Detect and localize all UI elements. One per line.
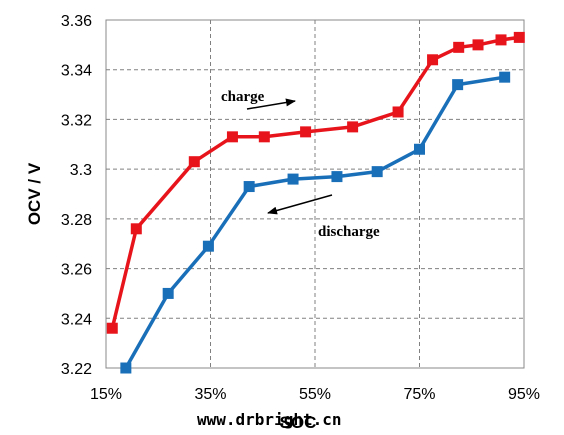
series-1-point: [452, 79, 464, 91]
series-0-point: [513, 31, 525, 43]
annotation-discharge-arrow: [267, 194, 333, 215]
y-tick-label: 3.28: [61, 212, 92, 229]
series-0-point: [453, 41, 465, 53]
series-1-point: [202, 240, 214, 252]
annotation-charge-label: charge: [221, 89, 265, 105]
series-0-point: [226, 131, 238, 143]
series-0-point: [188, 156, 200, 168]
x-axis-title: SOC: [280, 413, 317, 432]
y-tick-label: 3.24: [61, 311, 92, 328]
x-axis-ticks: 15% 35% 55% 75% 95%: [90, 386, 540, 403]
series-0-point: [495, 34, 507, 46]
series-1-point: [162, 287, 174, 299]
series-group: [106, 31, 525, 374]
series-1-point: [499, 71, 511, 83]
series-0-point: [130, 223, 142, 235]
series-0-point: [472, 39, 484, 51]
series-0-point: [427, 54, 439, 66]
series-0-point: [392, 106, 404, 118]
y-tick-label: 3.32: [61, 112, 92, 129]
series-1-point: [331, 171, 343, 183]
y-tick-label: 3.34: [61, 63, 92, 80]
series-0-point: [347, 121, 359, 133]
series-1-point: [120, 362, 132, 374]
x-tick-label: 75%: [403, 386, 435, 403]
series-1-point: [287, 173, 299, 185]
annotation-charge-arrow: [246, 98, 296, 110]
y-axis-title: OCV / V: [25, 162, 44, 225]
x-tick-label: 95%: [508, 386, 540, 403]
series-1-point: [371, 166, 383, 178]
series-0-point: [258, 131, 270, 143]
x-tick-label: 55%: [299, 386, 331, 403]
y-tick-label: 3.26: [61, 262, 92, 279]
x-tick-label: 35%: [194, 386, 226, 403]
y-tick-label: 3.3: [70, 162, 92, 179]
series-0-point: [300, 126, 312, 138]
y-tick-label: 3.22: [61, 361, 92, 378]
x-tick-label: 15%: [90, 386, 122, 403]
annotation-discharge-label: discharge: [318, 224, 380, 240]
series-1-point: [243, 181, 255, 193]
series-line-1: [124, 75, 505, 369]
watermark-text: www.drbright.cn: [197, 410, 342, 429]
y-tick-label: 3.36: [61, 13, 92, 30]
y-axis-ticks: 3.22 3.24 3.26 3.28 3.3 3.32 3.34 3.36: [61, 13, 92, 378]
series-1-point: [414, 143, 425, 155]
series-0-point: [106, 322, 118, 334]
